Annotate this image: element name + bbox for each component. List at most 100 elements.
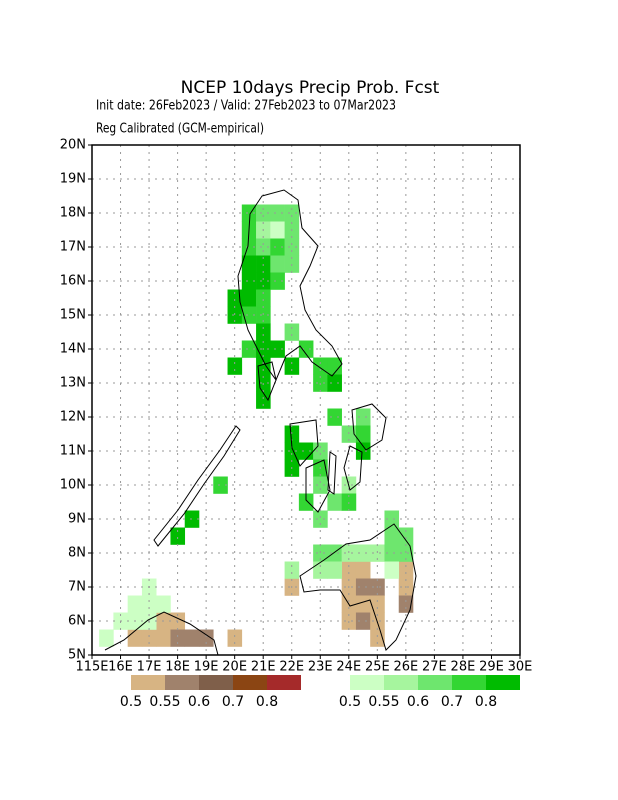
probability-cell — [156, 629, 171, 647]
probability-cell — [256, 323, 271, 341]
probability-cell — [213, 476, 228, 494]
coastline-mindanao — [299, 523, 417, 651]
probability-cell — [327, 561, 342, 579]
probability-cell — [284, 204, 300, 222]
probability-cell — [256, 204, 271, 222]
legend-swatch — [165, 675, 199, 690]
y-tick-label: 17N — [60, 240, 86, 255]
legend-label: 0.55 — [149, 694, 180, 710]
legend-swatch — [384, 675, 418, 690]
probability-cell — [256, 357, 271, 375]
legend-label: 0.6 — [407, 694, 429, 710]
legend-swatch — [350, 675, 384, 690]
legend-swatch — [199, 675, 233, 690]
probability-cell — [270, 272, 285, 290]
coastline-samar — [351, 403, 387, 451]
legend-label: 0.8 — [256, 694, 278, 710]
probability-cell — [355, 442, 371, 460]
probability-cell — [241, 255, 257, 273]
coastline-negros — [305, 459, 331, 513]
x-tick-label: 22E — [279, 660, 304, 675]
probability-cell — [384, 544, 400, 562]
probability-cell — [127, 629, 143, 647]
probability-cell — [398, 561, 414, 579]
probability-cell — [313, 544, 328, 562]
legend-label: 0.5 — [339, 694, 361, 710]
probability-cell — [184, 510, 200, 528]
y-tick-label: 10N — [60, 478, 86, 493]
probability-cell — [327, 374, 342, 392]
probability-cell — [341, 561, 357, 579]
probability-cell — [99, 629, 114, 647]
probability-cell — [256, 391, 271, 409]
probability-cell — [298, 340, 314, 358]
probability-cell — [327, 357, 342, 375]
legend-label: 0.7 — [222, 694, 244, 710]
probability-cell — [170, 629, 186, 647]
probability-cell — [141, 595, 157, 613]
coastline-mindoro — [257, 361, 277, 402]
grid — [91, 144, 521, 656]
probability-cell — [398, 527, 414, 545]
probability-cell — [355, 578, 371, 596]
x-tick-label: 25E — [365, 660, 390, 675]
y-tick-label: 8N — [68, 546, 86, 561]
probability-cell — [313, 510, 328, 528]
y-tick-label: 18N — [60, 206, 86, 221]
legend-swatch — [267, 675, 301, 690]
probability-cell — [227, 629, 243, 647]
x-tick-label: 27E — [422, 660, 447, 675]
probability-cell — [384, 561, 400, 579]
x-tick-label: 21E — [251, 660, 276, 675]
x-tick-label: 23E — [308, 660, 333, 675]
probability-cell — [355, 425, 371, 443]
y-tick-label: 15N — [60, 308, 86, 323]
legend-swatch — [233, 675, 267, 690]
coastline-panay — [289, 419, 319, 467]
probability-cell — [184, 629, 200, 647]
y-tick-label: 5N — [68, 648, 86, 663]
probability-cell — [284, 561, 300, 579]
probability-cell — [327, 493, 342, 511]
probability-cell — [270, 255, 285, 273]
coastlines — [92, 189, 417, 656]
x-tick-label: 17E — [137, 660, 162, 675]
y-tick-label: 13N — [60, 376, 86, 391]
map-subtitle: Init date: 26Feb2023 / Valid: 27Feb2023 … — [96, 99, 396, 114]
probability-cell — [256, 238, 271, 256]
probability-cell — [156, 595, 171, 613]
coastline-luzon — [237, 189, 343, 382]
probability-cell — [327, 408, 342, 426]
probability-cell — [355, 408, 371, 426]
legend-label: 0.8 — [475, 694, 497, 710]
probability-cell — [227, 357, 243, 375]
legend-label: 0.55 — [368, 694, 399, 710]
probability-cell — [256, 272, 271, 290]
probability-cell — [313, 561, 328, 579]
probability-cell — [284, 357, 300, 375]
probability-cell — [384, 510, 400, 528]
y-tick-label: 7N — [68, 580, 86, 595]
x-tick-label: 16E — [108, 660, 133, 675]
x-tick-label: 115E — [75, 660, 108, 675]
probability-cell — [227, 306, 243, 324]
probability-cell — [256, 289, 271, 307]
coastline-cebu — [327, 451, 337, 495]
probability-cell — [270, 204, 285, 222]
x-tick-label: 18E — [165, 660, 190, 675]
probability-cells — [99, 204, 414, 647]
x-tick-label: 24E — [336, 660, 361, 675]
probability-cell — [284, 425, 300, 443]
y-tick-label: 16N — [60, 274, 86, 289]
probability-cell — [355, 612, 371, 630]
probability-cell — [355, 561, 371, 579]
probability-cell — [355, 544, 371, 562]
probability-cell — [398, 595, 414, 613]
probability-cell — [298, 493, 314, 511]
probability-cell — [241, 289, 257, 307]
x-tick-label: 29E — [479, 660, 504, 675]
coastline-borneo — [92, 611, 219, 656]
map-method: Reg Calibrated (GCM-empirical) — [96, 122, 264, 137]
probability-cell — [313, 357, 328, 375]
